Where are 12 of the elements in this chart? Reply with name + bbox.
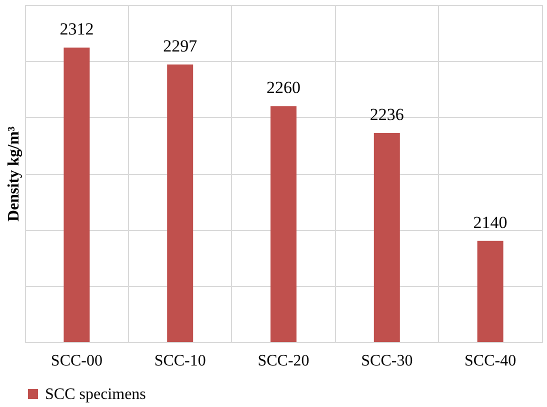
x-tick-label: SCC-30 bbox=[361, 352, 413, 370]
x-tick-label: SCC-00 bbox=[50, 352, 102, 370]
x-tick-label: SCC-10 bbox=[154, 352, 206, 370]
data-label: 2297 bbox=[163, 36, 198, 56]
data-label: 2260 bbox=[266, 78, 300, 98]
legend-label: SCC specimens bbox=[45, 386, 146, 403]
x-tick-label: SCC-40 bbox=[464, 352, 516, 370]
x-tick-label: SCC-20 bbox=[258, 352, 310, 370]
data-label: 2140 bbox=[473, 212, 508, 232]
data-label: 2236 bbox=[370, 105, 404, 124]
y-axis-title: Density kg/m³ bbox=[6, 126, 22, 222]
data-label: 2312 bbox=[60, 20, 94, 39]
